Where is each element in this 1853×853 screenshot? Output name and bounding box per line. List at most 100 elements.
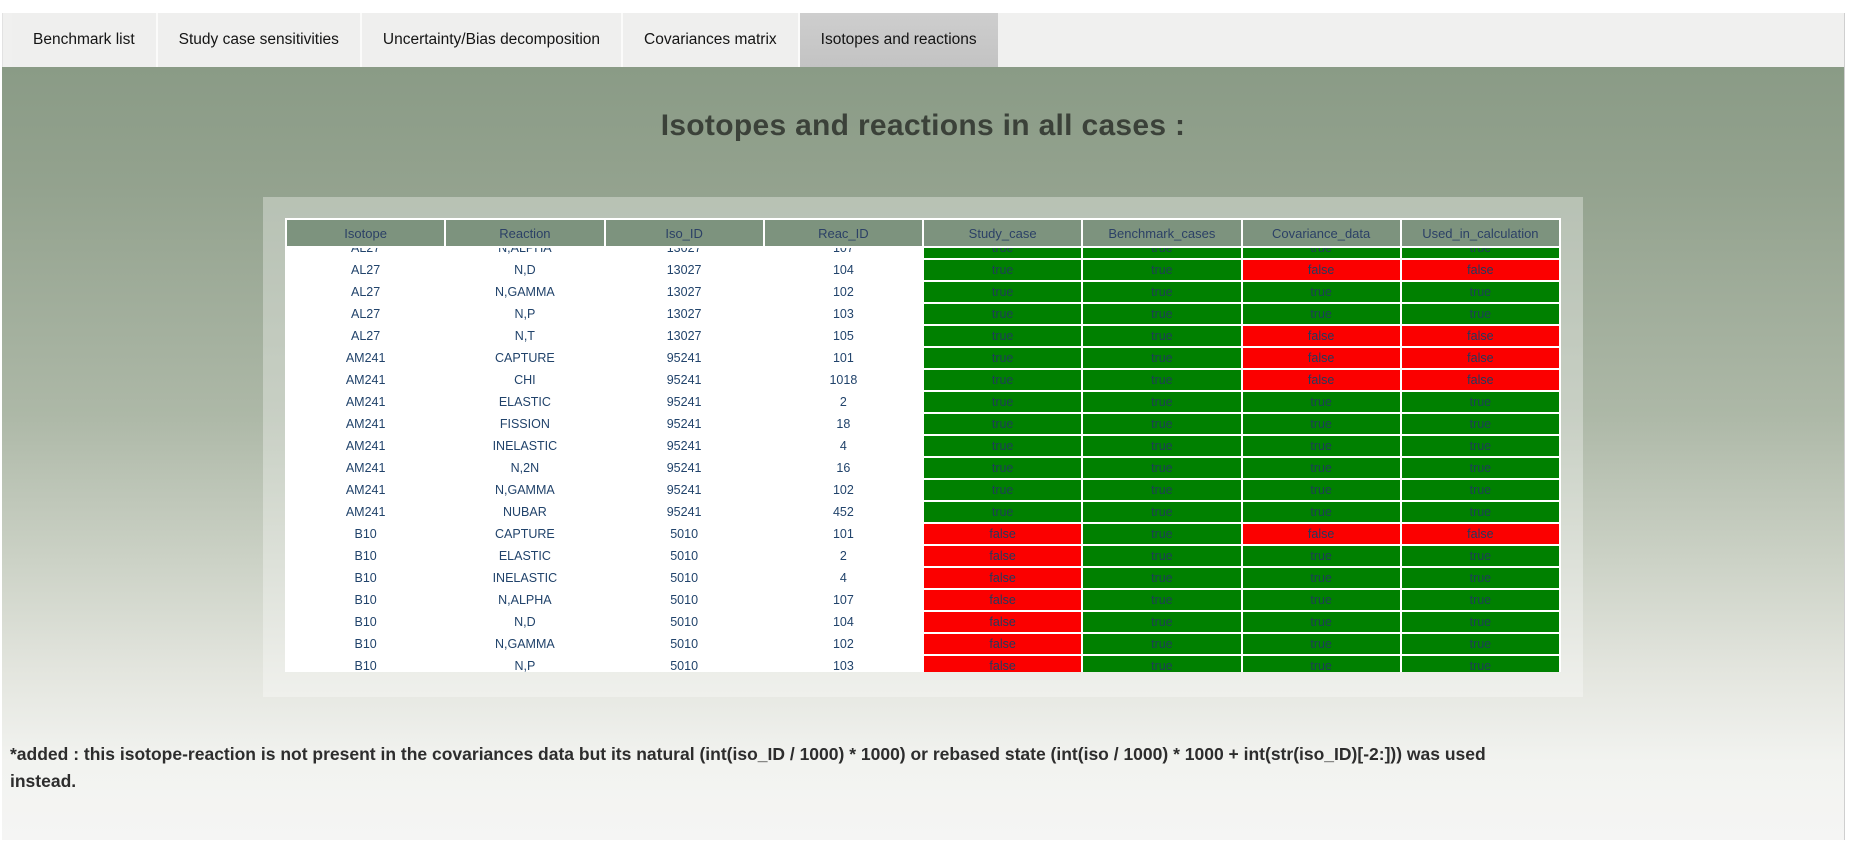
value-cell: 101: [832, 351, 854, 365]
value-cell: CAPTURE: [495, 351, 555, 365]
value-cell: N,2N: [510, 461, 540, 475]
flag-cell: true: [924, 304, 1082, 324]
value-cell: 95241: [666, 439, 702, 453]
flag-cell: true: [1083, 282, 1241, 302]
value-cell: 2: [839, 549, 847, 563]
table-scroll-viewport[interactable]: AL27 N,ALPHA 13027 107 true true true true AL27 N…: [285, 248, 1561, 672]
value-cell: AL27: [351, 307, 381, 321]
flag-cell: true: [924, 436, 1082, 456]
value-cell: N,ALPHA: [498, 593, 552, 607]
flag-cell: true: [1242, 248, 1400, 258]
value-cell: AM241: [345, 505, 386, 519]
column-header-benchmark_cases: Benchmark_cases: [1083, 220, 1241, 246]
value-cell: 452: [832, 505, 854, 519]
value-cell: INELASTIC: [492, 571, 558, 585]
flag-cell: true: [1242, 634, 1400, 654]
table-row: AL27 N,P 13027 103 true true true true: [287, 304, 1559, 324]
value-cell: 5010: [670, 659, 699, 672]
flag-cell: true: [1242, 612, 1400, 632]
flag-cell: true: [924, 348, 1082, 368]
flag-cell: false: [924, 590, 1082, 610]
value-cell: 95241: [666, 395, 702, 409]
table-row: B10 CAPTURE 5010 101 false true false false: [287, 524, 1559, 544]
flag-cell: false: [924, 634, 1082, 654]
flag-cell: true: [924, 392, 1082, 412]
column-header-study_case: Study_case: [924, 220, 1082, 246]
isotopes-table-container: Isotope Reaction Iso_ID Reac_ID Study_case Be…: [285, 218, 1561, 672]
value-cell: 102: [832, 637, 854, 651]
table-row: AL27 N,ALPHA 13027 107 true true true true: [287, 248, 1559, 258]
value-cell: 102: [832, 483, 854, 497]
value-cell: 13027: [666, 329, 702, 343]
value-cell: 5010: [670, 571, 699, 585]
flag-cell: true: [1242, 568, 1400, 588]
value-cell: AM241: [345, 395, 386, 409]
flag-cell: false: [1242, 524, 1400, 544]
flag-cell: true: [1401, 436, 1559, 456]
column-header-covariance_data: Covariance_data: [1242, 220, 1400, 246]
value-cell: B10: [354, 659, 377, 672]
value-cell: NUBAR: [502, 505, 547, 519]
value-cell: N,ALPHA: [498, 248, 552, 255]
flag-cell: true: [924, 414, 1082, 434]
flag-cell: false: [924, 546, 1082, 566]
value-cell: 5010: [670, 549, 699, 563]
value-cell: 16: [836, 461, 851, 475]
flag-cell: true: [924, 326, 1082, 346]
flag-cell: true: [1401, 282, 1559, 302]
tab-benchmark-list[interactable]: Benchmark list: [12, 13, 156, 67]
value-cell: 107: [832, 593, 854, 607]
flag-cell: false: [924, 568, 1082, 588]
table-row: AM241 N,GAMMA 95241 102 true true true true: [287, 480, 1559, 500]
column-header-reaction: Reaction: [446, 220, 604, 246]
tab-covariances-matrix[interactable]: Covariances matrix: [621, 13, 798, 67]
flag-cell: false: [1401, 348, 1559, 368]
tab-uncertainty-bias-decomposition[interactable]: Uncertainty/Bias decomposition: [359, 13, 622, 67]
flag-cell: true: [1242, 590, 1400, 610]
flag-cell: true: [924, 282, 1082, 302]
value-cell: 4: [839, 571, 847, 585]
value-cell: 2: [839, 395, 847, 409]
flag-cell: true: [1083, 612, 1241, 632]
value-cell: AM241: [345, 483, 386, 497]
flag-cell: true: [1083, 634, 1241, 654]
value-cell: 103: [832, 307, 854, 321]
table-row: AL27 N,T 13027 105 true true false false: [287, 326, 1559, 346]
table-row: AM241 CHI 95241 1018 true true false false: [287, 370, 1559, 390]
flag-cell: true: [1083, 248, 1241, 258]
flag-cell: true: [1083, 480, 1241, 500]
table-header: Isotope Reaction Iso_ID Reac_ID Study_case Be…: [285, 218, 1561, 248]
column-header-reac_id: Reac_ID: [764, 220, 922, 246]
flag-cell: true: [1242, 458, 1400, 478]
flag-cell: true: [1242, 414, 1400, 434]
value-cell: 95241: [666, 505, 702, 519]
table-row: AM241 ELASTIC 95241 2 true true true true: [287, 392, 1559, 412]
flag-cell: true: [924, 480, 1082, 500]
tab-study-case-sensitivities[interactable]: Study case sensitivities: [155, 13, 360, 67]
value-cell: N,P: [514, 307, 536, 321]
flag-cell: true: [1083, 348, 1241, 368]
footnote: *added : this isotope-reaction is not pr…: [10, 744, 1486, 792]
flag-cell: true: [1401, 546, 1559, 566]
flag-cell: true: [1242, 304, 1400, 324]
value-cell: 13027: [666, 285, 702, 299]
flag-cell: true: [1242, 502, 1400, 522]
flag-cell: true: [1401, 414, 1559, 434]
table-row: AM241 FISSION 95241 18 true true true true: [287, 414, 1559, 434]
flag-cell: true: [1401, 590, 1559, 610]
flag-cell: true: [924, 260, 1082, 280]
flag-cell: true: [1083, 524, 1241, 544]
table-row: B10 ELASTIC 5010 2 false true true true: [287, 546, 1559, 566]
value-cell: AL27: [351, 285, 381, 299]
table-row: AM241 N,2N 95241 16 true true true true: [287, 458, 1559, 478]
value-cell: 5010: [670, 615, 699, 629]
flag-cell: true: [1401, 392, 1559, 412]
value-cell: 102: [832, 285, 854, 299]
value-cell: B10: [354, 637, 377, 651]
value-cell: CHI: [514, 373, 536, 387]
flag-cell: true: [924, 370, 1082, 390]
flag-cell: true: [1401, 656, 1559, 672]
value-cell: AM241: [345, 461, 386, 475]
tab-isotopes-and-reactions[interactable]: Isotopes and reactions: [797, 13, 998, 67]
table-panel: Isotope Reaction Iso_ID Reac_ID Study_case Be…: [263, 197, 1583, 697]
